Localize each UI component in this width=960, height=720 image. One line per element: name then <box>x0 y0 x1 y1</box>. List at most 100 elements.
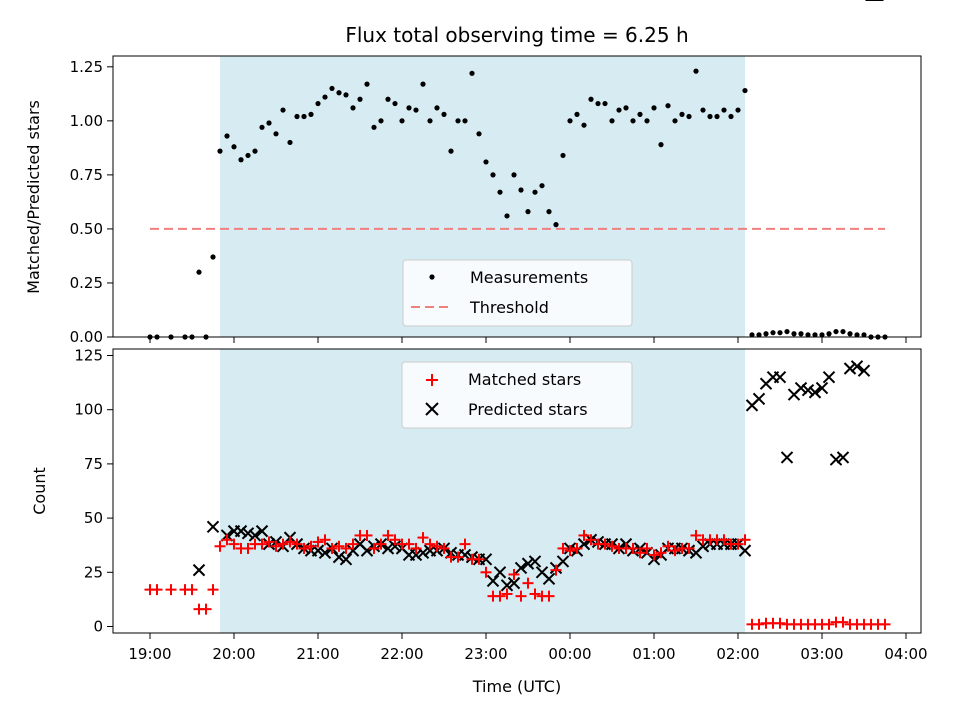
matched-stars-point <box>165 584 177 596</box>
measurement-point <box>861 332 867 338</box>
matched-stars-point <box>634 547 646 559</box>
predicted-stars-point <box>542 572 556 586</box>
predicted-stars-point <box>528 555 542 568</box>
bottom-y-tick-label: 125 <box>74 347 103 365</box>
matched-stars-point <box>270 540 282 552</box>
measurement-point <box>231 144 237 150</box>
matched-stars-point <box>452 551 464 563</box>
matched-stars-point <box>585 534 597 546</box>
legend-label-measurements: Measurements <box>470 268 588 287</box>
measurement-point <box>658 142 664 148</box>
measurement-point <box>777 330 783 336</box>
predicted-stars-point <box>801 383 815 397</box>
matched-stars-point <box>543 590 555 602</box>
bottom-x-tick-label: 01:00 <box>632 645 675 663</box>
measurement-point <box>630 118 636 124</box>
matched-stars-point <box>578 529 590 541</box>
measurement-point <box>462 118 468 124</box>
measurement-point <box>644 118 650 124</box>
matched-stars-point <box>277 538 289 550</box>
measurement-point <box>336 90 342 96</box>
predicted-stars-stroke <box>360 544 374 557</box>
measurement-point <box>490 172 496 178</box>
measurement-point <box>588 96 594 102</box>
top-y-tick-label: 1.00 <box>70 112 103 130</box>
matched-stars-point <box>256 538 268 550</box>
measurement-point <box>308 111 314 117</box>
measurement-point <box>217 148 223 154</box>
measurement-point <box>329 85 335 92</box>
matched-stars-point <box>319 534 331 546</box>
matched-stars-point <box>480 566 492 578</box>
matched-stars-point <box>823 618 835 630</box>
legend-marker-measurements <box>429 274 435 280</box>
measurement-point <box>742 87 748 94</box>
measurement-point <box>546 209 552 215</box>
bottom-y-tick-label: 50 <box>84 509 103 527</box>
predicted-stars-point <box>255 524 269 538</box>
top-x-ticks <box>149 337 907 343</box>
measurement-point <box>322 94 328 100</box>
matched-stars-point <box>228 538 240 550</box>
predicted-stars-stroke <box>780 451 794 464</box>
measurement-point <box>721 107 727 113</box>
predicted-stars-point <box>360 544 374 557</box>
measurement-point <box>469 70 475 76</box>
measurement-point <box>735 107 741 113</box>
predicted-stars-stroke <box>829 453 843 466</box>
predicted-stars-stroke <box>234 524 248 538</box>
matched-stars-point <box>662 540 674 552</box>
measurement-point <box>791 331 797 337</box>
measurement-point <box>574 111 580 117</box>
predicted-stars-stroke <box>416 546 430 559</box>
x-axis-label: Time (UTC) <box>472 677 561 696</box>
measurement-point <box>714 113 720 120</box>
measurement-point <box>413 107 419 113</box>
measurements-series <box>147 68 888 340</box>
predicted-stars-stroke <box>206 520 220 533</box>
measurement-point <box>672 118 678 124</box>
predicted-stars-point <box>521 557 535 570</box>
predicted-stars-point <box>192 563 206 577</box>
matched-stars-point <box>424 538 436 550</box>
predicted-stars-stroke <box>815 381 829 395</box>
legend-label-matched: Matched stars <box>468 370 581 389</box>
predicted-stars-stroke <box>738 544 752 557</box>
legend-marker-predicted <box>425 402 439 416</box>
measurement-point <box>553 222 559 228</box>
measurement-point <box>448 148 454 154</box>
bottom-x-tick-label: 23:00 <box>464 645 507 663</box>
matched-stars-point <box>151 584 163 596</box>
measurement-point <box>854 332 860 338</box>
predicted-stars-point <box>780 451 794 464</box>
measurement-point <box>539 183 545 189</box>
top-y-axis: 0.00 0.25 0.50 0.75 1.00 1.25 <box>70 58 113 346</box>
matched-stars-point <box>879 618 891 630</box>
measurement-point <box>455 118 461 124</box>
bottom-x-tick-label: 21:00 <box>296 645 339 663</box>
measurement-point <box>833 328 839 335</box>
predicted-stars-stroke <box>822 370 836 384</box>
measurement-point <box>812 332 818 338</box>
matched-stars-point <box>718 534 730 546</box>
predicted-stars-point <box>696 540 710 553</box>
measurement-point <box>749 332 755 338</box>
predicted-stars-stroke <box>528 555 542 568</box>
chart-title: Flux total observing time = 6.25 h <box>345 23 688 47</box>
measurement-point <box>623 105 629 111</box>
measurement-point <box>350 105 356 111</box>
matched-stars-point <box>837 616 849 628</box>
predicted-stars-point <box>206 520 220 533</box>
measurement-point <box>651 105 657 111</box>
bottom-y-axis-label: Count <box>30 467 49 515</box>
bottom-y-axis: 0 25 50 75 100 125 <box>74 347 113 635</box>
measurement-point <box>280 107 286 113</box>
measurement-point <box>245 152 251 159</box>
predicted-stars-point <box>339 553 353 566</box>
predicted-stars-stroke <box>857 364 871 377</box>
matched-stars-point <box>641 542 653 554</box>
legend-label-predicted: Predicted stars <box>468 400 588 419</box>
measurement-point <box>826 331 832 337</box>
matched-stars-point <box>438 542 450 554</box>
measurement-point <box>707 113 713 120</box>
